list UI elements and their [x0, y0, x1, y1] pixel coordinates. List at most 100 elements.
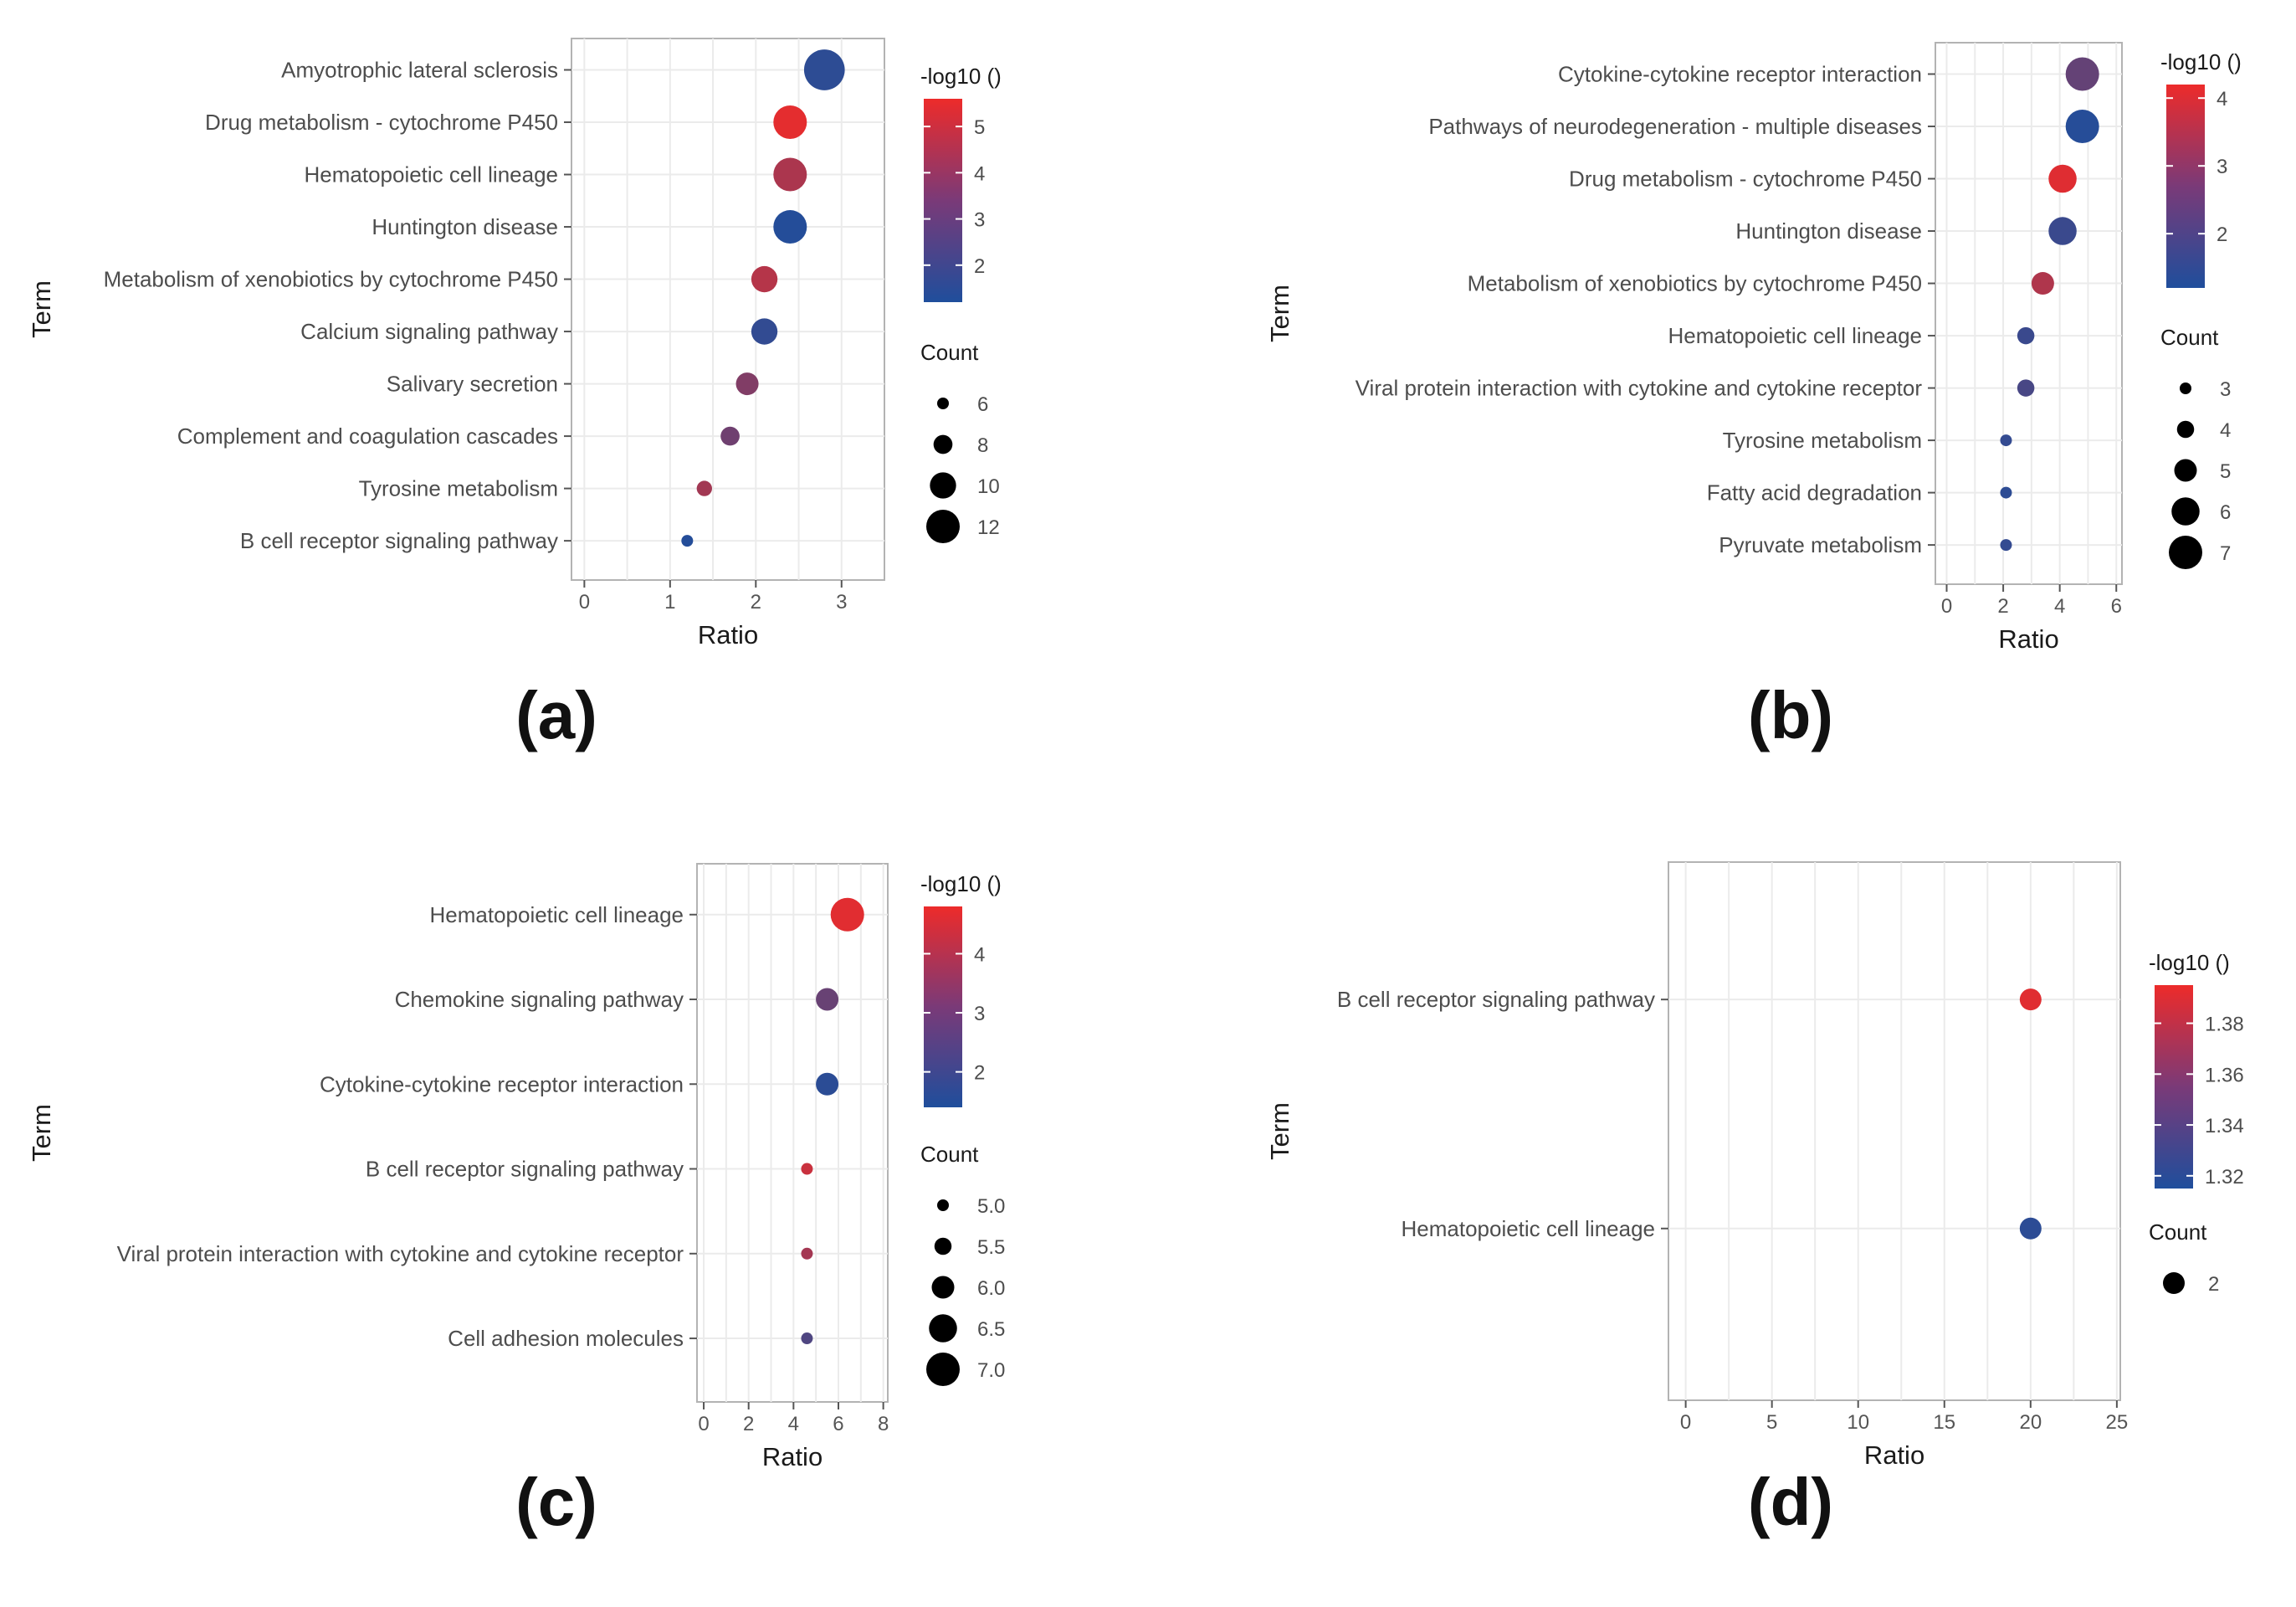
- count-legend-label: 5.5: [977, 1236, 1005, 1259]
- term-label: Hematopoietic cell lineage: [1401, 1216, 1655, 1241]
- term-label: B cell receptor signaling pathway: [366, 1157, 684, 1182]
- count-legend-label: 7.0: [977, 1359, 1005, 1382]
- data-point: [801, 1247, 813, 1260]
- colorbar-tick-label: 1.38: [2205, 1014, 2244, 1036]
- colorbar-tick-label: 1.36: [2205, 1064, 2244, 1086]
- count-legend-label: 6: [2220, 501, 2231, 524]
- term-label: Chemokine signaling pathway: [395, 987, 684, 1012]
- x-tick-label: 3: [836, 591, 847, 614]
- colorbar: [2166, 85, 2205, 288]
- colorbar-title: -log10 (): [2160, 49, 2242, 74]
- term-label: Pathways of neurodegeneration - multiple…: [1428, 114, 1922, 139]
- x-tick-label: 4: [2054, 595, 2065, 618]
- panel-label: (c): [515, 1465, 597, 1539]
- x-tick-label: 8: [878, 1413, 889, 1435]
- count-legend-label: 6: [977, 393, 988, 416]
- count-legend-label: 3: [2220, 378, 2231, 401]
- y-axis-title: Term: [1265, 1102, 1294, 1160]
- data-point: [801, 1163, 813, 1175]
- data-point: [2017, 379, 2035, 397]
- data-point: [816, 988, 839, 1011]
- x-tick-label: 10: [1847, 1411, 1869, 1434]
- data-point: [773, 210, 807, 244]
- colorbar: [924, 906, 962, 1107]
- term-label: Drug metabolism - cytochrome P450: [205, 110, 558, 135]
- x-axis-title: Ratio: [1864, 1440, 1924, 1470]
- data-point: [735, 372, 759, 396]
- x-tick-label: 5: [1766, 1411, 1777, 1434]
- count-legend-key: [926, 510, 960, 543]
- count-legend-label: 6.0: [977, 1277, 1005, 1300]
- count-legend-key: [2174, 459, 2197, 482]
- data-point: [2019, 988, 2042, 1011]
- count-legend-key: [931, 1276, 955, 1299]
- x-tick-label: 15: [1933, 1411, 1955, 1434]
- x-tick-label: 4: [788, 1413, 799, 1435]
- count-legend-key: [2180, 382, 2191, 394]
- count-legend-key: [926, 1353, 960, 1386]
- plot-area: [571, 38, 885, 581]
- panel-2: 0 2 4 6 Cytokine-cytokine receptor interacti…: [1265, 42, 2242, 752]
- count-legend-title: Count: [2149, 1219, 2207, 1245]
- term-label: Amyotrophic lateral sclerosis: [281, 58, 558, 83]
- data-point: [681, 535, 694, 547]
- x-tick-label: 0: [1680, 1411, 1691, 1434]
- colorbar-tick-label: 4: [974, 162, 985, 185]
- panel-3: 0 2 4 6 8 Hematopoietic cell lineage Chemokine…: [27, 863, 1005, 1539]
- colorbar-tick-label: 5: [974, 116, 985, 139]
- term-label: Fatty acid degradation: [1707, 480, 1922, 506]
- y-axis-title: Term: [27, 280, 56, 338]
- colorbar-tick-label: 4: [2217, 88, 2227, 110]
- term-label: Viral protein interaction with cytokine …: [117, 1241, 684, 1266]
- y-axis-title: Term: [1265, 285, 1294, 342]
- data-point: [2000, 434, 2012, 447]
- count-legend-label: 4: [2220, 419, 2231, 442]
- count-legend-title: Count: [920, 340, 979, 365]
- data-point: [773, 157, 807, 192]
- plot-area: [696, 863, 889, 1403]
- term-label: Huntington disease: [1735, 218, 1922, 244]
- data-point: [2065, 57, 2099, 91]
- term-label: Cell adhesion molecules: [448, 1326, 684, 1351]
- colorbar-tick-label: 3: [974, 209, 985, 232]
- data-point: [751, 265, 778, 293]
- x-tick-label: 2: [751, 591, 761, 614]
- colorbar: [2155, 985, 2193, 1189]
- term-label: Tyrosine metabolism: [359, 476, 558, 501]
- x-axis-title: Ratio: [1998, 624, 2058, 654]
- data-point: [803, 49, 845, 90]
- x-axis-title: Ratio: [698, 620, 758, 649]
- term-label: Salivary secretion: [387, 372, 558, 397]
- data-point: [2000, 539, 2012, 552]
- count-legend-key: [2176, 420, 2195, 439]
- count-legend-title: Count: [2160, 325, 2219, 350]
- x-axis-title: Ratio: [762, 1442, 823, 1471]
- count-legend-key: [933, 434, 953, 454]
- colorbar-tick-label: 2: [974, 1062, 985, 1085]
- data-point: [2017, 326, 2035, 345]
- term-label: B cell receptor signaling pathway: [240, 528, 558, 553]
- grid: [1668, 862, 2120, 1400]
- count-legend-key: [2169, 536, 2202, 569]
- count-legend-title: Count: [920, 1142, 979, 1167]
- grid: [1935, 43, 2122, 584]
- count-legend-key: [2171, 497, 2200, 526]
- count-legend-key: [934, 1237, 952, 1255]
- y-axis-title: Term: [27, 1104, 56, 1162]
- colorbar-tick-label: 3: [2217, 156, 2227, 178]
- term-label: Drug metabolism - cytochrome P450: [1569, 167, 1922, 192]
- colorbar-tick-label: 3: [974, 1003, 985, 1025]
- x-tick-label: 0: [579, 591, 590, 614]
- data-point: [773, 105, 807, 140]
- count-legend-key: [937, 398, 949, 409]
- term-label: Tyrosine metabolism: [1723, 428, 1922, 453]
- data-point: [830, 897, 864, 932]
- count-legend-label: 2: [2208, 1273, 2219, 1296]
- data-point: [751, 318, 778, 345]
- count-legend-label: 5.0: [977, 1195, 1005, 1218]
- colorbar-title: -log10 (): [920, 64, 1002, 89]
- count-legend-key: [929, 1314, 957, 1343]
- panel-label: (b): [1748, 678, 1833, 752]
- term-label: Hematopoietic cell lineage: [304, 162, 558, 187]
